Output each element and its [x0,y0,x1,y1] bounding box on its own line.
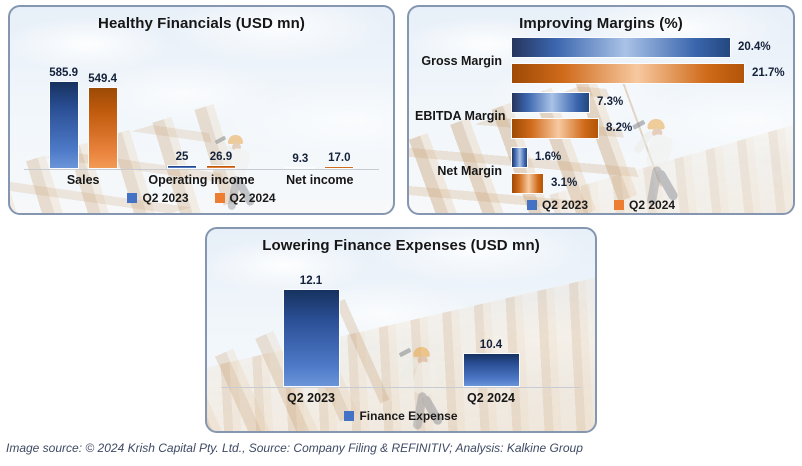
value-label-q2-2024-net-income: 17.0 [328,152,351,164]
panel-healthy-financials: Healthy Financials (USD mn) 585.9 549.4 25… [8,5,395,215]
bar-group-net-income: 9.3 17.0 [261,152,379,169]
legend-swatch-q2-2023 [127,193,138,203]
value-label-q2-2023-gross-margin: 20.4% [738,40,771,53]
finance-expense-plot-area: 12.1 10.4 [221,266,581,388]
category-label-gross-margin: Gross Margin [421,53,502,68]
legend-item-q2-2024: Q2 2024 [214,191,276,205]
category-label-net-margin: Net Margin [437,163,502,178]
bar-line-q2-2024-net-margin: 3.1% [511,173,787,194]
category-label-q2-2023: Q2 2023 [287,391,335,405]
bar-q2-2023-net-margin [511,147,528,168]
legend-swatch-q2-2024 [214,193,225,203]
bar-group-gross-margin: Gross Margin 20.4% 21.7% [415,37,787,84]
bar-wrap-q2-2024-sales: 549.4 [87,73,118,169]
bar-wrap-q2-2024-net-income: 17.0 [324,152,355,169]
bar-line-q2-2024-gross-margin: 21.7% [511,63,787,84]
legend-swatch-q2-2024 [614,200,624,210]
legend-item-q2-2024: Q2 2024 [614,198,675,212]
value-label-q2-2023-operating-income: 25 [175,151,189,163]
bar-q2-2024-gross-margin [511,63,745,84]
category-label-ebitda-margin: EBITDA Margin [415,108,506,123]
bars-gross-margin: 20.4% 21.7% [511,37,787,84]
legend-label-q2-2023: Q2 2023 [541,198,588,212]
margins-plot-area: Gross Margin 20.4% 21.7% EBITDA Margin 7.3% 8… [409,32,793,194]
bar-wrap-q2-2023-net-income: 9.3 [285,153,316,169]
legend-label-q2-2024: Q2 2024 [629,198,676,212]
bar-q2-2024-net-margin [511,173,544,194]
chart-title-lowering-finance-expenses: Lowering Finance Expenses (USD mn) [262,237,540,254]
bar-group-ebitda-margin: EBITDA Margin 7.3% 8.2% [415,92,787,139]
legend-item-q2-2023: Q2 2023 [127,191,189,205]
financials-legend: Q2 2023 Q2 2024 [10,187,393,213]
bar-wrap-q2-2024-operating-income: 26.9 [205,151,236,169]
value-label-q2-2024-operating-income: 26.9 [209,151,233,163]
bar-line-q2-2023-ebitda-margin: 7.3% [511,92,787,113]
value-label-q2-2023-net-income: 9.3 [292,153,309,165]
margins-legend: Q2 2023 Q2 2024 [409,194,793,213]
bar-finance-expense-q2-2023 [282,289,340,387]
bar-q2-2024-ebitda-margin [511,118,599,139]
category-label-sales: Sales [66,173,100,187]
value-label-q2-2024: 10.4 [479,339,503,351]
value-label-q2-2023-net-margin: 1.6% [535,150,562,163]
bar-group-sales: 585.9 549.4 [24,67,142,169]
value-label-q2-2023-ebitda-margin: 7.3% [597,95,624,108]
value-label-q2-2024-sales: 549.4 [88,73,118,85]
finance-expense-legend: Finance Expense [207,405,595,431]
bar-line-q2-2023-net-margin: 1.6% [511,147,787,168]
image-source-caption: Image source: © 2024 Krish Capital Pty. … [6,441,583,455]
bar-wrap-q2-2023-operating-income: 25 [166,151,197,169]
bars-ebitda-margin: 7.3% 8.2% [511,92,787,139]
bars-net-margin: 1.6% 3.1% [511,147,787,194]
legend-swatch-finance-expense [344,411,355,421]
category-label-q2-2024: Q2 2024 [467,391,515,405]
finance-expense-category-labels: Q2 2023 Q2 2024 [221,388,581,405]
value-label-q2-2024-gross-margin: 21.7% [752,66,785,79]
bar-q2-2023-gross-margin [511,37,731,58]
value-label-q2-2024-net-margin: 3.1% [551,176,578,189]
chart-title-healthy-financials: Healthy Financials (USD mn) [98,15,305,32]
chart-title-improving-margins: Improving Margins (%) [519,15,683,32]
legend-item-q2-2023: Q2 2023 [526,198,588,212]
bar-line-q2-2024-ebitda-margin: 8.2% [511,118,787,139]
legend-swatch-q2-2023 [526,200,537,210]
bar-q2-2023-operating-income [166,165,197,169]
bar-q2-2024-net-income [324,166,355,169]
financials-category-labels: Sales Operating income Net income [24,170,379,187]
bar-group-q2-2023: 12.1 [221,275,401,387]
bar-group-q2-2024: 10.4 [401,339,581,387]
bar-q2-2024-operating-income [205,165,236,169]
bar-group-operating-income: 25 26.9 [142,151,260,169]
panel-improving-margins: Improving Margins (%) Gross Margin 20.4% 2… [407,5,795,215]
legend-label-finance-expense: Finance Expense [359,409,458,423]
bar-finance-expense-q2-2024 [462,353,520,387]
bar-group-net-margin: Net Margin 1.6% 3.1% [415,147,787,194]
bar-q2-2023-sales [48,81,79,169]
bar-wrap-finance-expense-q2-2023: 12.1 [282,275,340,387]
bar-q2-2024-sales [87,87,118,169]
bar-line-q2-2023-gross-margin: 20.4% [511,37,787,58]
value-label-q2-2024-ebitda-margin: 8.2% [606,121,633,134]
bar-q2-2023-ebitda-margin [511,92,590,113]
legend-label-q2-2023: Q2 2023 [142,191,189,205]
value-label-q2-2023-sales: 585.9 [49,67,79,79]
category-label-net-income: Net income [286,173,354,187]
legend-item-finance-expense: Finance Expense [344,409,458,423]
category-label-operating-income: Operating income [148,173,255,187]
panel-lowering-finance-expenses: Lowering Finance Expenses (USD mn) 12.1 1… [205,227,597,433]
bar-wrap-q2-2023-sales: 585.9 [48,67,79,169]
financials-plot-area: 585.9 549.4 25 26.9 9.3 17.0 [24,52,379,170]
bar-q2-2023-net-income [285,167,316,169]
value-label-q2-2023: 12.1 [299,275,323,287]
legend-label-q2-2024: Q2 2024 [229,191,276,205]
bar-wrap-finance-expense-q2-2024: 10.4 [462,339,520,387]
